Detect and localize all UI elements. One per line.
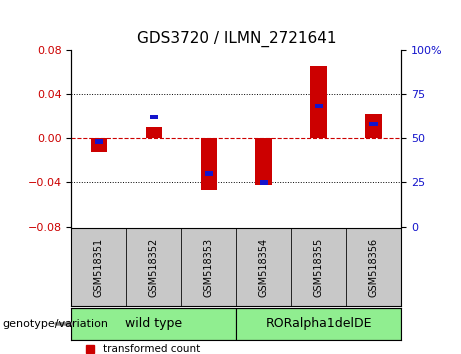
Bar bbox=[291, 228, 346, 306]
Bar bbox=[126, 228, 181, 306]
Bar bbox=[146, 127, 162, 138]
Text: GSM518351: GSM518351 bbox=[94, 238, 104, 297]
Title: GDS3720 / ILMN_2721641: GDS3720 / ILMN_2721641 bbox=[136, 30, 336, 47]
Bar bbox=[314, 104, 323, 108]
Bar bbox=[236, 308, 401, 340]
Text: RORalpha1delDE: RORalpha1delDE bbox=[266, 318, 372, 330]
Bar bbox=[201, 138, 217, 190]
Bar bbox=[71, 228, 126, 306]
Text: wild type: wild type bbox=[125, 318, 183, 330]
Text: GSM518356: GSM518356 bbox=[369, 238, 378, 297]
Bar bbox=[71, 308, 236, 340]
Bar bbox=[236, 228, 291, 306]
Legend: transformed count, percentile rank within the sample: transformed count, percentile rank withi… bbox=[86, 344, 278, 354]
Bar bbox=[150, 115, 158, 119]
Bar bbox=[95, 139, 103, 144]
Bar bbox=[366, 114, 382, 138]
Text: GSM518353: GSM518353 bbox=[204, 238, 214, 297]
Bar bbox=[346, 228, 401, 306]
Bar bbox=[310, 66, 327, 138]
Bar bbox=[91, 138, 107, 153]
Bar bbox=[260, 180, 268, 184]
Bar bbox=[255, 138, 272, 184]
Bar bbox=[181, 228, 236, 306]
Bar bbox=[369, 122, 378, 126]
Text: GSM518354: GSM518354 bbox=[259, 238, 269, 297]
Text: genotype/variation: genotype/variation bbox=[2, 319, 108, 329]
Text: GSM518355: GSM518355 bbox=[313, 238, 324, 297]
Bar bbox=[205, 171, 213, 176]
Text: GSM518352: GSM518352 bbox=[149, 238, 159, 297]
